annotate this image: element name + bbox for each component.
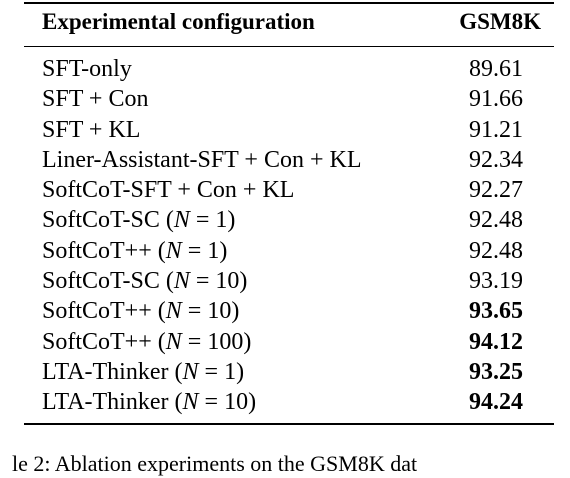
row-configuration: LTA-Thinker (N = 1) [42,358,245,385]
gsm8k-score: 93.25 [469,358,523,385]
header-separator-rule [24,46,554,47]
gsm8k-score: 93.65 [469,298,523,325]
configuration-name: LTA-Thinker [42,389,169,416]
configuration-name: SFT-only [42,56,132,82]
configuration-name: Liner-Assistant-SFT + Con + KL [42,146,362,173]
configuration-name: SoftCoT-SC [42,268,160,295]
column-header-configuration: Experimental configuration [42,9,315,34]
table-row: Liner-Assistant-SFT + Con + KL 92.34 [0,145,570,175]
row-configuration: SFT + KL [42,115,140,145]
gsm8k-score: 92.27 [469,177,523,204]
sample-count: 1 [215,207,228,234]
gsm8k-score: 92.48 [469,237,523,264]
sample-count: 10 [224,389,249,416]
table-row: SoftCoT-SFT + Con + KL 92.27 [0,175,570,205]
table-top-rule [24,2,554,4]
table-caption: le 2: Ablation experiments on the GSM8K … [12,451,418,476]
row-configuration: Liner-Assistant-SFT + Con + KL [42,145,361,175]
configuration-name: SoftCoT++ [42,237,152,264]
configuration-name: SoftCoT-SFT + Con + KL [42,177,295,204]
gsm8k-score: 94.12 [469,328,523,355]
column-header-gsm8k: GSM8K [459,9,541,34]
row-configuration: SoftCoT++ (N = 100) [42,328,252,355]
row-configuration: SoftCoT-SC (N = 1) [42,207,236,234]
row-configuration: LTA-Thinker (N = 10) [42,389,257,416]
gsm8k-score: 92.34 [469,146,523,173]
sample-count: 10 [207,298,232,325]
table-row: SoftCoT-SC (N = 10) 93.19 [0,266,570,296]
table-row: SoftCoT++ (N = 1) 92.48 [0,236,570,266]
sample-count: 1 [207,237,220,264]
configuration-name: SoftCoT++ [42,328,152,355]
configuration-name: SFT + KL [42,116,141,143]
configuration-name: SoftCoT-SC [42,207,160,234]
gsm8k-score: 93.19 [469,268,523,295]
gsm8k-score: 91.21 [469,116,523,143]
table-row: SFT-only 89.61 [0,54,570,84]
row-configuration: SoftCoT-SFT + Con + KL [42,175,294,205]
table-row: LTA-Thinker (N = 10) 94.24 [0,387,570,417]
table-row: SFT + KL 91.21 [0,115,570,145]
sample-count: 100 [207,328,244,355]
table-body: SFT-only 89.61 SFT + Con 91.66 SFT + KL 91.21… [0,54,570,418]
gsm8k-score: 92.48 [469,207,523,234]
table-row: SoftCoT++ (N = 10) 93.65 [0,296,570,326]
table-bottom-rule [24,423,554,425]
gsm8k-score: 91.66 [469,86,523,113]
row-configuration: SoftCoT++ (N = 10) [42,298,240,325]
table-row: LTA-Thinker (N = 1) 93.25 [0,357,570,387]
configuration-name: SoftCoT++ [42,298,152,325]
table-row: SoftCoT++ (N = 100) 94.12 [0,327,570,357]
gsm8k-score: 89.61 [469,56,523,82]
configuration-name: LTA-Thinker [42,358,169,385]
row-configuration: SFT-only [42,54,132,84]
row-configuration: SoftCoT-SC (N = 10) [42,268,248,295]
gsm8k-score: 94.24 [469,389,523,416]
table-row: SoftCoT-SC (N = 1) 92.48 [0,205,570,235]
row-configuration: SoftCoT++ (N = 1) [42,237,228,264]
row-configuration: SFT + Con [42,84,148,114]
sample-count: 10 [215,268,240,295]
sample-count: 1 [224,358,237,385]
table-row: SFT + Con 91.66 [0,84,570,114]
configuration-name: SFT + Con [42,86,149,113]
